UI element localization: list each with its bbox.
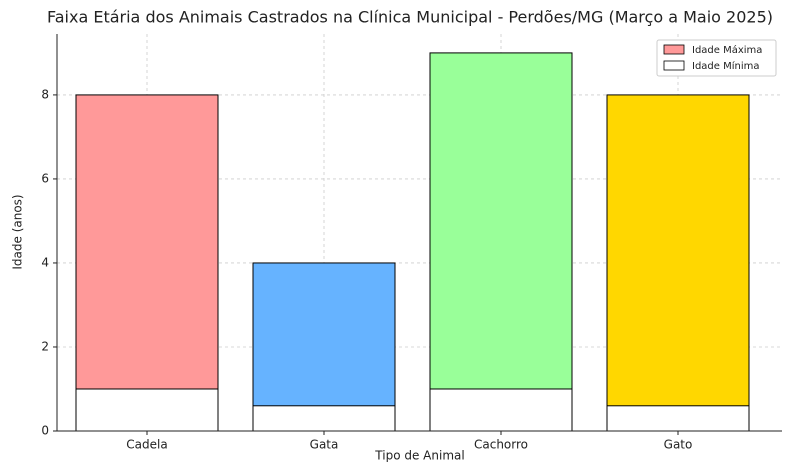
x-tick-label: Cadela xyxy=(126,438,167,452)
bar xyxy=(75,94,219,432)
bar xyxy=(429,388,573,432)
bar xyxy=(252,405,396,432)
x-axis-label: Tipo de Animal xyxy=(374,449,464,463)
y-tick-label: 0 xyxy=(41,424,49,438)
chart-title: Faixa Etária dos Animais Castrados na Cl… xyxy=(47,8,773,27)
legend-swatch xyxy=(663,60,685,71)
x-tick-label: Cachorro xyxy=(474,438,528,452)
legend-label: Idade Mínima xyxy=(692,60,760,72)
y-tick-label: 4 xyxy=(41,255,49,269)
legend-box xyxy=(656,39,777,77)
bar xyxy=(252,262,396,432)
bar xyxy=(429,52,573,432)
y-tick-label: 6 xyxy=(41,171,49,185)
bar xyxy=(75,388,219,432)
y-axis-label: Idade (anos) xyxy=(11,194,25,269)
bar xyxy=(606,405,750,432)
x-tick-label: Gata xyxy=(310,438,339,452)
y-tick-label: 8 xyxy=(41,87,49,101)
y-tick-label: 2 xyxy=(41,339,49,353)
bar xyxy=(606,94,750,432)
legend-label: Idade Máxima xyxy=(692,44,762,56)
x-tick-label: Gato xyxy=(664,438,693,452)
legend-swatch xyxy=(663,44,685,55)
